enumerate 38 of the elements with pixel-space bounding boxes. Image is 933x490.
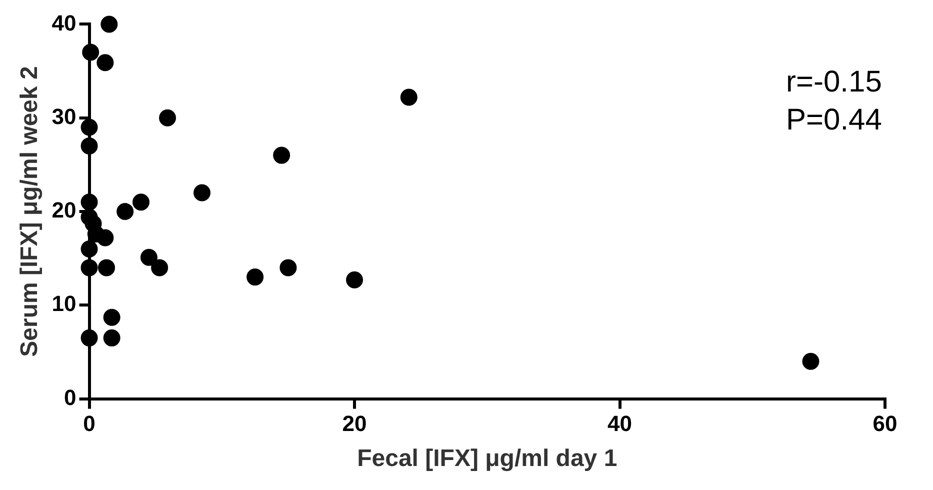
x-axis-title: Fecal [IFX] μg/ml day 1 <box>357 445 618 472</box>
y-tick-label: 20 <box>52 198 76 223</box>
y-axis-title: Serum [IFX] μg/ml week 2 <box>16 66 44 357</box>
point <box>346 271 364 288</box>
point <box>80 137 98 154</box>
x-tick-label: 60 <box>872 411 898 436</box>
point <box>273 146 290 164</box>
point <box>82 44 100 61</box>
point <box>96 54 114 72</box>
point <box>87 225 104 242</box>
point <box>100 16 118 33</box>
y-tick-label: 0 <box>64 384 76 410</box>
point <box>400 88 418 106</box>
point <box>280 259 297 276</box>
point <box>80 259 98 276</box>
point <box>246 268 264 286</box>
x-tick-label: 40 <box>608 411 632 436</box>
annotation: P=0.44 <box>786 103 882 136</box>
point <box>194 184 210 202</box>
point <box>116 203 134 220</box>
point <box>151 259 168 276</box>
point <box>103 308 120 326</box>
y-tick-label: 10 <box>52 291 76 316</box>
x-tick-label: 0 <box>83 411 96 436</box>
annotation: r=-0.15 <box>786 65 882 98</box>
point <box>802 352 820 370</box>
point <box>140 248 158 266</box>
point <box>159 109 176 126</box>
point <box>103 329 120 346</box>
point <box>80 118 98 136</box>
x-tick-label: 20 <box>342 411 367 436</box>
point <box>132 194 150 211</box>
point <box>80 329 98 346</box>
y-tick-label: 40 <box>52 10 76 36</box>
y-tick-label: 30 <box>52 104 76 129</box>
point <box>80 240 98 258</box>
point <box>98 259 116 276</box>
point <box>80 194 98 211</box>
